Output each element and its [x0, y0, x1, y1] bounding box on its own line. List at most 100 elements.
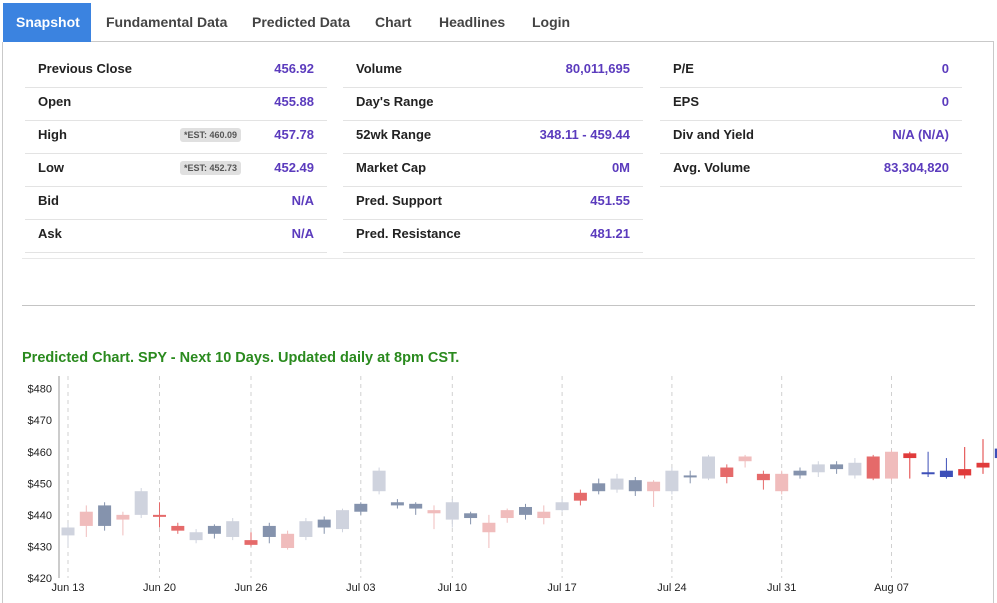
candle [702, 454, 715, 481]
stat-value: 0 [941, 94, 949, 109]
candle [336, 508, 349, 533]
tab-snapshot[interactable]: Snapshot [3, 3, 91, 42]
candle-body [226, 521, 240, 537]
candle [756, 470, 770, 490]
y-tick-label: $450 [28, 478, 52, 490]
tab-fundamental-data[interactable]: Fundamental Data [106, 14, 228, 30]
candle-body [720, 467, 734, 477]
candle-body [61, 527, 75, 536]
candle-body [976, 462, 990, 468]
candle [665, 467, 679, 495]
candle-body [885, 451, 898, 479]
candle-body [921, 472, 935, 475]
candle [244, 532, 258, 547]
tab-login[interactable]: Login [532, 14, 571, 30]
stat-value: 80,011,695 [565, 61, 630, 76]
candle [464, 511, 478, 525]
candle [61, 522, 75, 547]
candle-body [702, 456, 715, 479]
candle [994, 448, 997, 459]
candle-body [830, 464, 844, 470]
candle [409, 502, 423, 515]
tab-predicted-data[interactable]: Predicted Data [252, 14, 351, 30]
candle-body [336, 510, 349, 530]
candle [976, 439, 990, 474]
candle [372, 467, 386, 495]
candle [207, 524, 221, 539]
x-tick-label: Jul 31 [767, 582, 796, 594]
candle-body [116, 514, 130, 520]
stat-value: 0M [611, 160, 630, 175]
candle-body [500, 510, 514, 519]
candle [500, 508, 514, 523]
stat-value: N/A [291, 193, 314, 208]
y-tick-label: $470 [28, 415, 52, 427]
estimate-badge: *EST: 460.09 [179, 128, 241, 142]
candle [189, 529, 203, 544]
tab-chart[interactable]: Chart [375, 14, 412, 30]
candle [482, 514, 496, 549]
y-tick-label: $460 [28, 447, 52, 459]
candle-body [372, 470, 386, 492]
candle-body [171, 525, 185, 531]
candle-body [464, 513, 478, 519]
x-tick-label: Jul 03 [346, 582, 375, 594]
x-tick-label: Jul 10 [438, 582, 467, 594]
stat-avg-volume: Avg. Volume 83,304,820 [660, 154, 962, 187]
stat-value: 456.92 [274, 61, 314, 76]
stat-label: 52wk Range [356, 127, 432, 142]
stat-label: Day's Range [356, 94, 434, 109]
x-tick-label: Jun 20 [143, 582, 176, 594]
candle-body [445, 502, 459, 520]
stat-previous-close: Previous Close 456.92 [25, 55, 327, 88]
candle [848, 458, 862, 479]
tab-headlines[interactable]: Headlines [439, 14, 506, 30]
stat-value: 481.21 [590, 226, 630, 241]
candle-body [153, 514, 166, 517]
stat-eps: EPS 0 [660, 88, 962, 121]
stat-value: 452.49 [274, 160, 314, 175]
stat-value: 83,304,820 [883, 160, 949, 175]
y-tick-label: $440 [28, 510, 52, 522]
candle [445, 499, 459, 528]
candle [537, 505, 551, 525]
stat-open: Open 455.88 [25, 88, 327, 121]
stat-label: P/E [673, 61, 694, 76]
candle [592, 478, 606, 495]
candle-body [427, 510, 441, 514]
candle [555, 499, 569, 512]
x-tick-label: Aug 07 [874, 582, 909, 594]
candle [958, 447, 972, 479]
candle-body [775, 473, 789, 492]
candle [134, 488, 148, 519]
stat-value: 455.88 [274, 94, 314, 109]
candle-body [958, 469, 972, 476]
stat-label: Pred. Resistance [356, 226, 461, 241]
candle-body [134, 491, 148, 515]
chart-title: Predicted Chart. SPY - Next 10 Days. Upd… [22, 350, 460, 366]
stat-label: Bid [38, 193, 59, 208]
candle [830, 461, 844, 474]
stat-days-range: Day's Range [343, 88, 643, 121]
candle [775, 470, 789, 495]
candle [921, 451, 935, 477]
stat-pred-resistance: Pred. Resistance 481.21 [343, 220, 643, 253]
candle [171, 522, 185, 534]
stat-label: Volume [356, 61, 402, 76]
stat-value: N/A (N/A) [892, 127, 949, 142]
stat-value: 0 [941, 61, 949, 76]
candle [427, 505, 441, 530]
stat-label: Ask [38, 226, 62, 241]
stat-low: Low *EST: 452.73 452.49 [25, 154, 327, 187]
snapshot-panel: Previous Close 456.92 Open 455.88 High *… [2, 42, 994, 603]
stat-div-and-yield: Div and Yield N/A (N/A) [660, 121, 962, 154]
candle [153, 502, 166, 528]
candle [866, 454, 880, 481]
candle-body [262, 525, 276, 537]
candle-body [939, 470, 953, 477]
candle-body [354, 503, 368, 512]
candle-body [628, 480, 642, 492]
candle [317, 516, 331, 534]
stat-label: EPS [673, 94, 700, 109]
